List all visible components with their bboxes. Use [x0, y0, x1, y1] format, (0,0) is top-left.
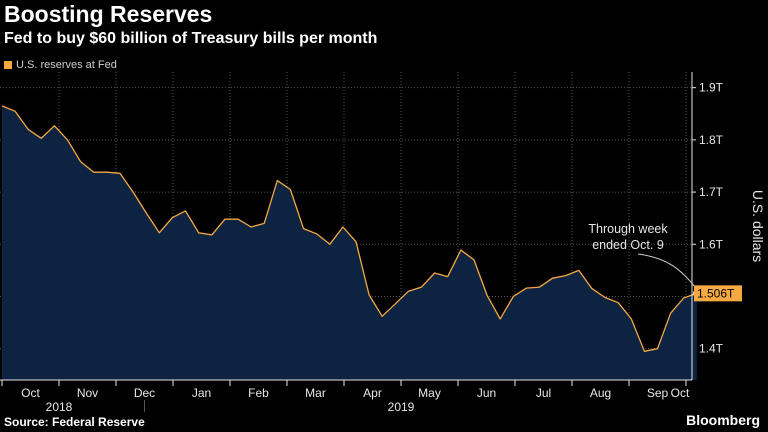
year-label: 2019 — [388, 400, 415, 414]
data-point — [342, 226, 344, 228]
data-point — [158, 232, 160, 234]
data-point — [643, 350, 645, 352]
chart-title: Boosting Reserves — [4, 1, 213, 27]
chart-subtitle: Fed to buy $60 billion of Treasury bills… — [4, 30, 378, 47]
annotation-leader — [637, 253, 698, 290]
data-point — [303, 228, 305, 230]
data-point — [421, 286, 423, 288]
y-tick-label: 1.6T — [699, 237, 724, 251]
x-tick-label: Sep — [647, 386, 669, 400]
data-point — [132, 191, 134, 193]
annotation-text: ended Oct. 9 — [592, 238, 664, 252]
x-tick-label: Nov — [77, 386, 98, 400]
data-point — [106, 171, 108, 173]
data-point — [460, 249, 462, 251]
data-point — [40, 137, 42, 139]
y-tick-label: 1.8T — [699, 133, 724, 147]
x-tick-label: Mar — [305, 386, 326, 400]
data-point — [250, 226, 252, 228]
legend-swatch — [4, 61, 12, 69]
y-tick-label: 1.7T — [699, 185, 724, 199]
data-point — [80, 161, 82, 163]
source-note: Source: Federal Reserve — [4, 415, 145, 429]
legend-label: U.S. reserves at Fed — [16, 59, 117, 71]
data-point — [145, 212, 147, 214]
data-point — [53, 125, 55, 127]
data-point — [552, 277, 554, 279]
data-point — [670, 312, 672, 314]
legend: U.S. reserves at Fed — [4, 59, 117, 71]
data-point — [525, 287, 527, 289]
data-point — [499, 318, 501, 320]
data-point — [67, 139, 69, 141]
data-point — [276, 180, 278, 182]
data-point — [434, 272, 436, 274]
data-point — [630, 318, 632, 320]
series-line — [1, 105, 698, 352]
data-point — [93, 171, 95, 173]
data-point — [381, 315, 383, 317]
data-point — [565, 275, 567, 277]
data-point — [211, 234, 213, 236]
last-value-label: 1.506T — [697, 286, 735, 300]
data-point — [394, 303, 396, 305]
x-tick-label: Oct — [21, 386, 40, 400]
year-label: 2018 — [46, 400, 73, 414]
data-point — [447, 276, 449, 278]
data-point — [683, 297, 685, 299]
bloomberg-logo: Bloomberg — [686, 412, 760, 428]
y-axis-label: U.S. dollars — [750, 190, 766, 262]
x-tick-label: Apr — [363, 386, 382, 400]
data-point — [185, 210, 187, 212]
data-point — [617, 302, 619, 304]
data-point — [316, 233, 318, 235]
data-point — [14, 110, 16, 112]
x-tick-label: Feb — [248, 386, 269, 400]
y-tick-label: 1.9T — [699, 81, 724, 95]
data-point — [27, 128, 29, 130]
data-point — [578, 269, 580, 271]
data-point — [473, 259, 475, 261]
annotation-text: Through week — [588, 222, 668, 236]
x-tick-label: Dec — [134, 386, 155, 400]
data-point — [237, 218, 239, 220]
y-tick-label: 1.4T — [699, 342, 724, 356]
data-point — [355, 241, 357, 243]
data-point — [539, 286, 541, 288]
data-point — [263, 222, 265, 224]
data-point — [604, 297, 606, 299]
data-point — [1, 105, 3, 107]
data-point — [171, 217, 173, 219]
data-point — [198, 232, 200, 234]
data-point — [512, 295, 514, 297]
x-tick-label: Jun — [477, 386, 496, 400]
data-point — [119, 172, 121, 174]
x-tick-label: May — [418, 386, 441, 400]
data-point — [657, 348, 659, 350]
data-point — [591, 288, 593, 290]
last-value-badge — [694, 285, 742, 302]
data-point — [486, 294, 488, 296]
data-point — [289, 188, 291, 190]
x-tick-label: Jul — [536, 386, 551, 400]
x-tick-label: Oct — [671, 386, 690, 400]
x-tick-label: Aug — [590, 386, 611, 400]
data-point — [368, 294, 370, 296]
series-area — [2, 105, 697, 381]
data-point — [224, 218, 226, 220]
x-tick-label: Jan — [192, 386, 211, 400]
data-point — [329, 243, 331, 245]
data-point — [407, 290, 409, 292]
